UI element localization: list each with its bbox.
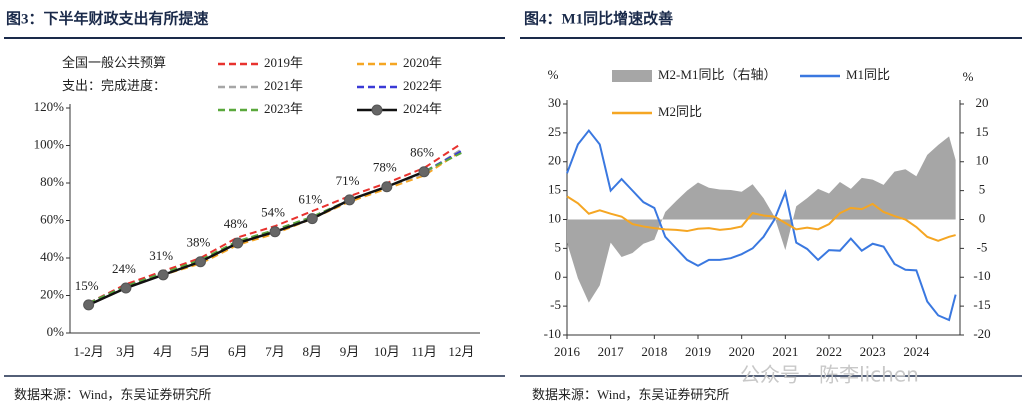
watermark: 公众号 · 陈李lichen: [740, 363, 919, 387]
y2-tick-label: -5: [977, 239, 988, 254]
x-tick-label: 2024: [903, 344, 930, 359]
marker: [418, 166, 430, 178]
x-tick-label: 1-2月: [73, 344, 103, 359]
x-tick-label: 2020: [729, 344, 755, 359]
chart-title: 图3：下半年财政支出有所提速: [6, 9, 209, 27]
y-tick-label: -10: [544, 326, 561, 341]
y2-tick-label: 0: [979, 210, 986, 225]
x-tick-label: 6月: [228, 344, 248, 359]
line: [566, 128, 957, 322]
x-tick-label: 12月: [448, 344, 474, 359]
y-tick-label: 60%: [40, 211, 64, 226]
legend-label: 2024年: [403, 101, 442, 116]
x-tick-label: 3月: [116, 344, 136, 359]
x-tick-label: 8月: [303, 344, 323, 359]
y-tick-label: 0: [555, 268, 562, 283]
x-tick-label: 11月: [411, 344, 437, 359]
x-tick-label: 2019: [685, 344, 711, 359]
y2-tick-label: 5: [979, 182, 986, 197]
y-tick-label: 20: [548, 153, 561, 168]
x-tick-label: 9月: [340, 344, 360, 359]
y-unit: %: [548, 67, 559, 82]
line: [566, 195, 956, 242]
y-tick-label: 0%: [47, 324, 65, 339]
y-tick-label: 15: [548, 182, 561, 197]
x-tick-label: 2021: [772, 344, 798, 359]
x-tick-label: 10月: [374, 344, 400, 359]
x-tick-label: 2023: [860, 344, 886, 359]
legend-label: M1同比: [846, 67, 890, 82]
y-tick-label: 10: [548, 210, 561, 225]
y2-tick-label: 10: [976, 153, 989, 168]
y-tick-label: 40%: [40, 249, 64, 264]
data-label: 86%: [410, 145, 434, 160]
x-tick-label: 2018: [641, 344, 667, 359]
area: [567, 136, 956, 303]
data-label: 71%: [336, 173, 360, 188]
y-tick-label: 80%: [40, 174, 64, 189]
legend-title: 全国一般公共预算: [62, 55, 166, 70]
chart-title: 图4：M1同比增速改善: [524, 9, 673, 27]
legend-title: 支出：完成进度：: [62, 78, 166, 93]
marker: [157, 269, 169, 281]
data-label: 31%: [149, 248, 173, 263]
marker: [344, 194, 356, 206]
marker: [381, 181, 393, 193]
x-tick-label: 4月: [153, 344, 173, 359]
line: [88, 170, 425, 307]
data-label: 38%: [187, 235, 211, 250]
legend-label: M2同比: [658, 104, 702, 119]
y-tick-label: 120%: [34, 99, 65, 114]
y-tick-label: 30: [548, 95, 561, 110]
x-tick-label: 7月: [265, 344, 285, 359]
source: 数据来源：Wind，东吴证券研究所: [14, 387, 211, 402]
y2-tick-label: 15: [976, 124, 989, 139]
x-tick-label: 5月: [191, 344, 211, 359]
legend-label: 2022年: [403, 78, 442, 93]
data-label: 54%: [261, 205, 285, 220]
marker: [306, 213, 318, 225]
y-tick-label: 5: [555, 239, 562, 254]
marker: [232, 237, 244, 249]
y2-unit: %: [963, 69, 974, 84]
y2-tick-label: -15: [973, 297, 990, 312]
x-tick-label: 2017: [598, 344, 625, 359]
y-tick-label: -5: [550, 297, 561, 312]
y-tick-label: 25: [548, 124, 561, 139]
x-tick-label: 2022: [816, 344, 842, 359]
data-label: 48%: [224, 216, 248, 231]
line: [88, 142, 462, 304]
legend-label: 2019年: [264, 55, 303, 70]
data-label: 24%: [112, 261, 136, 276]
y2-tick-label: -10: [973, 268, 990, 283]
marker: [269, 226, 281, 238]
y-tick-label: 100%: [34, 136, 65, 151]
legend-marker: [371, 104, 383, 116]
data-label: 15%: [75, 278, 99, 293]
y2-tick-label: -20: [973, 326, 990, 341]
data-label: 78%: [373, 160, 397, 175]
legend-label: 2023年: [264, 101, 303, 116]
data-label: 61%: [298, 192, 322, 207]
legend-label: 2020年: [403, 55, 442, 70]
x-tick-label: 2016: [554, 344, 581, 359]
legend-label: 2021年: [264, 78, 303, 93]
legend-label: M2-M1同比（右轴）: [658, 67, 776, 82]
marker: [194, 256, 206, 268]
legend-swatch: [612, 70, 652, 82]
y2-tick-label: 20: [976, 95, 989, 110]
y-tick-label: 20%: [40, 286, 64, 301]
source: 数据来源：Wind，东吴证券研究所: [532, 387, 729, 402]
marker: [83, 299, 95, 311]
marker: [120, 282, 132, 294]
